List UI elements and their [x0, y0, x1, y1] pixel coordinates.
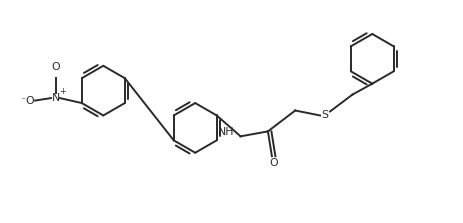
Text: ⁻: ⁻ [21, 96, 25, 105]
Text: N: N [52, 93, 60, 103]
Text: S: S [321, 110, 328, 120]
Text: NH: NH [218, 127, 234, 137]
Text: +: + [59, 87, 66, 96]
Text: O: O [269, 158, 277, 168]
Text: O: O [26, 96, 34, 105]
Text: O: O [51, 62, 60, 72]
